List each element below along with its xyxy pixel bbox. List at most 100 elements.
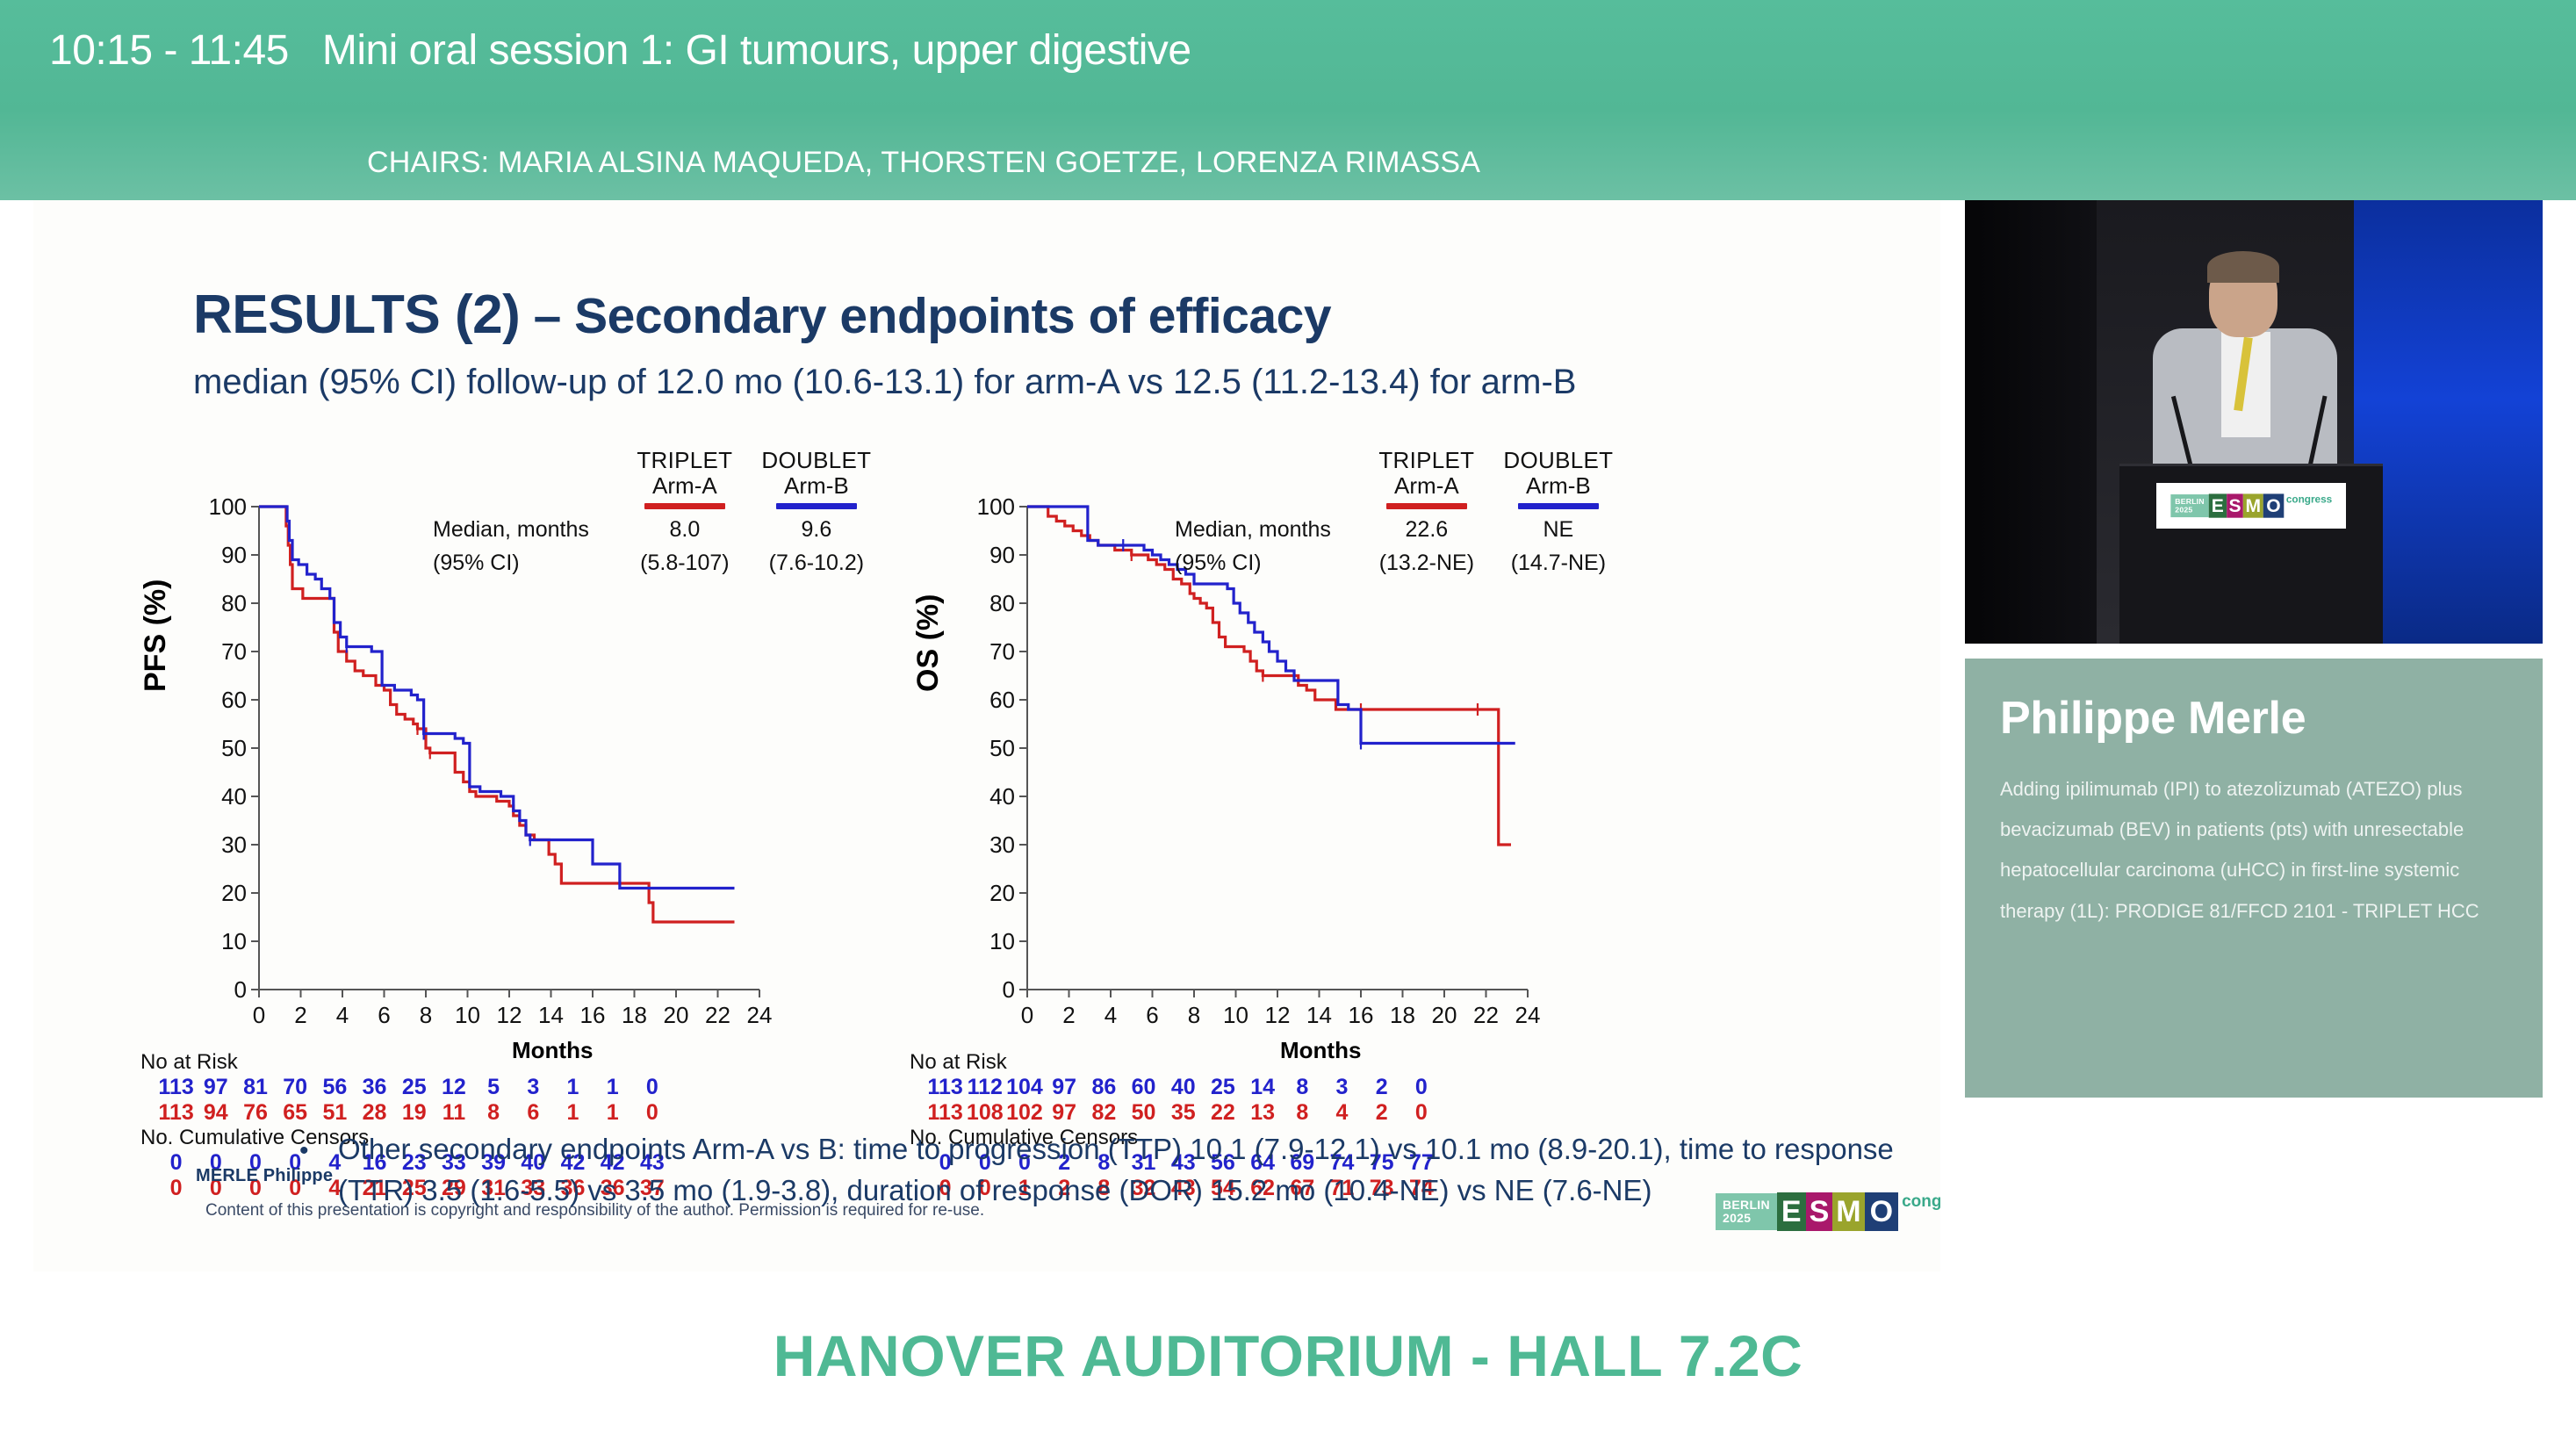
risk-cell: 36 <box>362 1075 387 1099</box>
risk-cell: 113 <box>158 1100 194 1125</box>
risk-cell: 16 <box>362 1150 387 1175</box>
stats-row: (95% CI) (5.8-107) (7.6-10.2) <box>433 551 882 584</box>
svg-text:16: 16 <box>1349 1002 1374 1028</box>
svg-text:14: 14 <box>1306 1002 1332 1028</box>
legend-arm-label: Arm-A <box>1394 472 1459 500</box>
svg-text:6: 6 <box>1146 1002 1158 1028</box>
risk-cell: 0 <box>645 1100 658 1125</box>
risk-cell: 37 <box>639 1176 665 1200</box>
risk-cell: 35 <box>1170 1100 1196 1125</box>
risk-cell: 1 <box>606 1100 619 1125</box>
svg-text:40: 40 <box>221 783 247 810</box>
session-title: Mini oral session 1: GI tumours, upper d… <box>321 27 1191 74</box>
risk-cell: 31 <box>481 1176 506 1200</box>
stats-row: (95% CI) (13.2-NE) (14.7-NE) <box>1175 551 1624 584</box>
risk-cell: 4 <box>328 1150 342 1175</box>
risk-cell: 71 <box>1329 1176 1355 1200</box>
legend-entry-arm-a: TRIPLET Arm-A <box>619 447 751 517</box>
risk-cell: 19 <box>401 1100 427 1125</box>
risk-cell: 73 <box>1369 1176 1394 1200</box>
svg-text:30: 30 <box>989 832 1015 858</box>
svg-text:2: 2 <box>294 1002 306 1028</box>
risk-cell: 1 <box>566 1075 579 1099</box>
risk-cell: 0 <box>978 1150 991 1175</box>
svg-text:20: 20 <box>1432 1002 1457 1028</box>
svg-text:70: 70 <box>989 638 1015 665</box>
pfs-stats-table: TRIPLET Arm-A DOUBLET Arm-B Median, months 8.… <box>433 447 882 584</box>
legend-arm-label: Arm-B <box>1526 472 1591 500</box>
risk-cell: 43 <box>1170 1176 1196 1200</box>
at-risk-row-arm-b: 113 112 104 97 86 60 40 25 14 8 3 2 0 <box>925 1075 1441 1100</box>
risk-cell: 67 <box>1290 1176 1315 1200</box>
slide-right-margin <box>1940 200 1965 1271</box>
risk-cell: 0 <box>1018 1150 1031 1175</box>
legend-entry-arm-b: DOUBLET Arm-B <box>751 447 882 517</box>
risk-cell: 4 <box>1335 1100 1349 1125</box>
risk-cell: 2 <box>1375 1075 1388 1099</box>
risk-cell: 2 <box>1058 1150 1071 1175</box>
at-risk-label: No at Risk <box>910 1050 1007 1074</box>
svg-text:30: 30 <box>221 832 247 858</box>
podium-logo-year: 2025 <box>2175 505 2193 515</box>
stats-value-arm-b: 9.6 <box>801 517 832 543</box>
censors-row-arm-b: 0 0 0 2 8 31 43 56 64 69 74 75 77 <box>925 1150 1441 1176</box>
os-risk-table: No at Risk 113 112 104 97 86 60 40 25 14 8 3 2 0 113 10… <box>910 1050 1441 1201</box>
risk-cell: 36 <box>560 1176 586 1200</box>
svg-text:50: 50 <box>989 735 1015 761</box>
risk-cell: 6 <box>527 1100 540 1125</box>
svg-text:8: 8 <box>420 1002 432 1028</box>
risk-cell: 8 <box>1097 1150 1111 1175</box>
stats-value-arm-b: NE <box>1543 517 1574 543</box>
legend-color-swatch <box>775 503 857 510</box>
risk-cell: 64 <box>1250 1150 1275 1175</box>
stats-row-label: (95% CI) <box>433 551 520 576</box>
risk-cell: 8 <box>1296 1100 1309 1125</box>
bullet-text: Other secondary endpoints Arm-A vs B: ti… <box>338 1133 1894 1206</box>
podium-logo-city: BERLIN <box>2175 497 2205 507</box>
censors-label: No. Cumulative Censors <box>140 1126 370 1149</box>
risk-cell: 12 <box>442 1075 466 1099</box>
venue-name: HANOVER AUDITORIUM - HALL 7.2C <box>773 1323 1803 1388</box>
video-left-curtain <box>1965 200 2097 644</box>
copyright-notice: Content of this presentation is copyrigh… <box>205 1201 985 1220</box>
risk-cell: 74 <box>1408 1176 1434 1200</box>
svg-text:20: 20 <box>664 1002 689 1028</box>
speaker-video-feed[interactable]: BERLIN 2025 E S M O congress <box>1965 200 2543 644</box>
svg-text:10: 10 <box>1223 1002 1248 1028</box>
risk-cell: 2 <box>1058 1176 1071 1200</box>
legend-color-swatch <box>1517 503 1599 510</box>
risk-cell: 25 <box>401 1176 427 1200</box>
risk-cell: 36 <box>600 1176 625 1200</box>
risk-cell: 65 <box>283 1100 308 1125</box>
risk-cell: 4 <box>328 1176 342 1200</box>
legend-entry-arm-b: DOUBLET Arm-B <box>1493 447 1624 517</box>
censors-row-arm-a: 0 0 0 0 4 21 25 29 31 33 36 36 37 <box>156 1176 672 1201</box>
pfs-risk-table: No at Risk 113 97 81 70 56 36 25 12 5 3 1 1 0 113 94 76 6… <box>140 1050 672 1201</box>
risk-cell: 5 <box>487 1075 500 1099</box>
svg-text:100: 100 <box>977 494 1015 520</box>
risk-cell: 31 <box>1131 1150 1156 1175</box>
legend-group-label: TRIPLET <box>1378 447 1475 473</box>
svg-text:14: 14 <box>538 1002 564 1028</box>
stats-row: Median, months 22.6 NE <box>1175 517 1624 551</box>
esmo-logo-congress: congress <box>1902 1192 1940 1211</box>
risk-cell: 97 <box>1052 1075 1077 1099</box>
podium-logo-o: O <box>2263 493 2285 518</box>
risk-cell: 8 <box>487 1100 500 1125</box>
risk-cell: 0 <box>1414 1075 1428 1099</box>
risk-cell: 112 <box>967 1075 1003 1099</box>
slide-title: RESULTS (2) – Secondary endpoints of eff… <box>193 284 1332 346</box>
esmo-logo-city: BERLIN <box>1723 1198 1770 1213</box>
svg-text:0: 0 <box>1021 1002 1033 1028</box>
svg-text:0: 0 <box>1003 976 1015 1003</box>
svg-text:18: 18 <box>1390 1002 1415 1028</box>
risk-cell: 3 <box>527 1075 540 1099</box>
at-risk-label: No at Risk <box>140 1050 238 1074</box>
risk-cell: 56 <box>1211 1150 1235 1175</box>
stats-value-arm-a: (5.8-107) <box>640 551 730 576</box>
risk-cell: 97 <box>1052 1100 1077 1125</box>
risk-cell: 14 <box>1250 1075 1275 1099</box>
svg-text:0: 0 <box>253 1002 265 1028</box>
os-kaplan-meier-chart: 0 10 20 30 40 50 60 70 80 90 100 0 2 4 6 8 10 12 14 16 18 20 2… <box>964 494 1543 1039</box>
risk-cell: 25 <box>1211 1075 1235 1099</box>
